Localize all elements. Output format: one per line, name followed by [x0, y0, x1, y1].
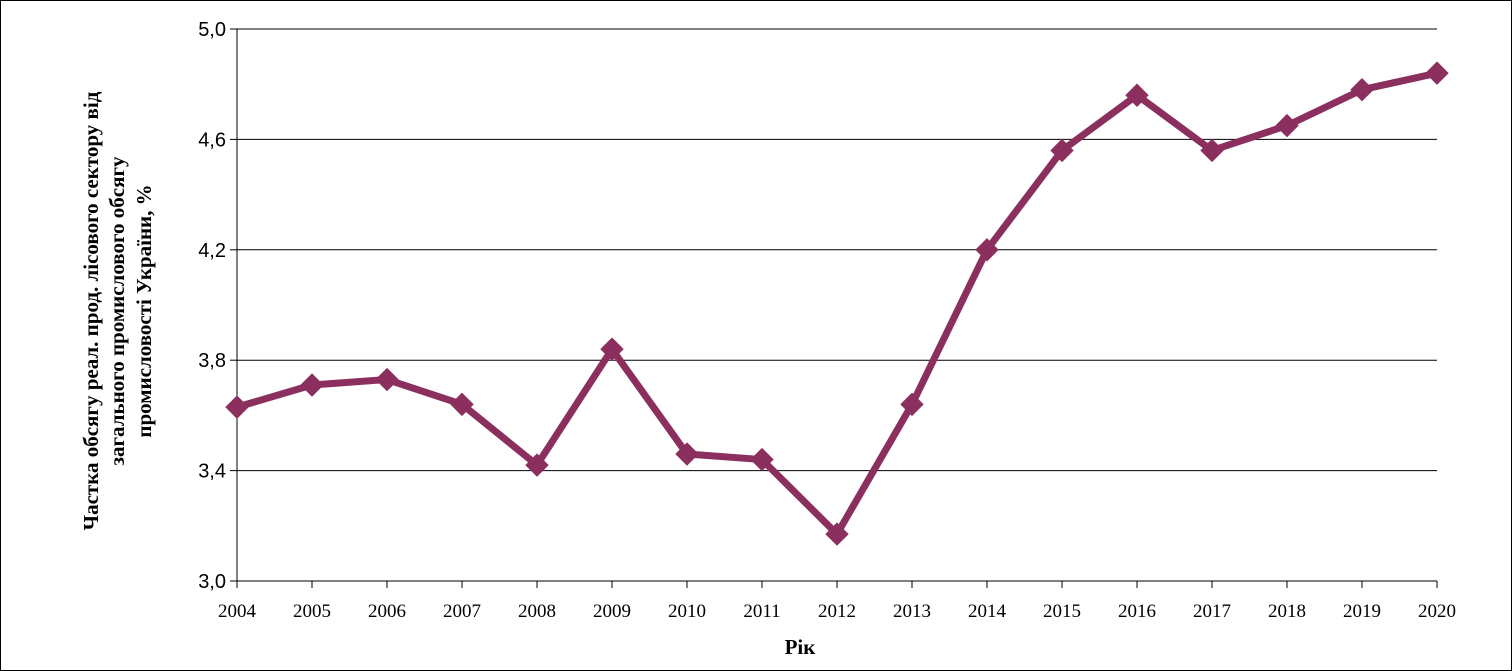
data-point-marker — [900, 392, 924, 417]
data-point-marker — [225, 395, 249, 419]
x-tick-label: 2018 — [1268, 601, 1306, 622]
data-point-marker — [975, 238, 999, 262]
x-tick-label: 2007 — [443, 601, 481, 622]
label-layer: 3,0 3,4 3,8 4,2 4,6 5,0 2004 2005 2006 2007 2008 20… — [198, 19, 1456, 622]
x-tick-label: 2011 — [743, 601, 780, 622]
axis-layer — [230, 28, 1438, 588]
x-tick-label: 2009 — [593, 601, 631, 622]
data-point-marker — [450, 392, 474, 417]
data-point-marker — [300, 373, 324, 397]
x-tick-label: 2019 — [1343, 601, 1381, 622]
x-tick-label: 2004 — [218, 601, 257, 622]
y-tick-label: 3,0 — [198, 571, 226, 593]
data-point-marker — [600, 337, 624, 361]
data-point-marker — [375, 367, 399, 392]
x-tick-label: 2006 — [368, 601, 406, 622]
y-axis-title-line: загального промислового обсягу — [105, 156, 129, 465]
data-point-marker — [750, 447, 774, 472]
y-axis-title-line: промисловості України, % — [132, 184, 156, 437]
y-tick-label: 3,8 — [198, 350, 226, 372]
x-tick-label: 2014 — [968, 601, 1007, 622]
y-tick-label: 4,2 — [198, 240, 226, 262]
y-axis-title-line: Частка обсягу реал. прод. лісового секто… — [79, 91, 103, 530]
x-tick-label: 2015 — [1043, 601, 1081, 622]
data-point-marker — [675, 442, 699, 466]
x-tick-label: 2012 — [818, 601, 856, 622]
x-tick-label: 2020 — [1418, 601, 1456, 622]
data-point-marker — [1350, 78, 1374, 102]
series-layer — [225, 61, 1449, 546]
x-tick-label: 2017 — [1193, 601, 1231, 622]
y-tick-label: 4,6 — [198, 129, 226, 151]
x-tick-label: 2016 — [1118, 601, 1156, 622]
y-tick-label: 3,4 — [198, 461, 226, 483]
data-point-marker — [825, 522, 849, 546]
data-point-marker — [1200, 138, 1224, 163]
data-point-marker — [1425, 61, 1449, 85]
grid-layer — [237, 28, 1437, 472]
y-axis-title: Частка обсягу реал. прод. лісового секто… — [79, 91, 156, 530]
x-tick-label: 2005 — [293, 601, 331, 622]
x-tick-label: 2010 — [668, 601, 706, 622]
series-line — [233, 69, 1441, 538]
x-axis-title: Рік — [785, 635, 817, 659]
data-point-marker — [1125, 83, 1149, 107]
data-point-marker — [525, 453, 549, 477]
y-tick-label: 5,0 — [198, 19, 226, 41]
x-tick-label: 2008 — [518, 601, 556, 622]
data-point-marker — [1275, 113, 1299, 138]
x-tick-label: 2013 — [893, 601, 931, 622]
data-point-marker — [1050, 138, 1074, 163]
